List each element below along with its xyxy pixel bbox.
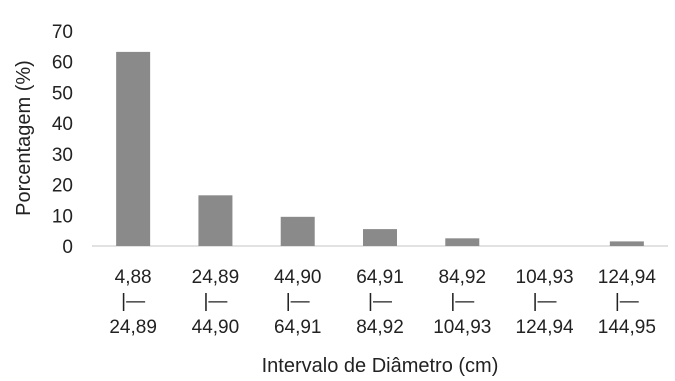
x-tick-label-line: |— <box>450 291 474 312</box>
x-tick-label: 4,88 |— 24,89 <box>109 267 157 338</box>
x-tick-label-line: 44,90 <box>274 267 322 288</box>
y-axis-ticks: 0 10 20 30 40 50 60 70 <box>52 22 73 258</box>
x-tick-label-line: 104,93 <box>516 267 574 288</box>
bar <box>363 229 397 246</box>
x-tick-label-line: |— <box>533 291 557 312</box>
x-tick-label-line: 24,89 <box>109 317 157 338</box>
x-axis-title: Intervalo de Diâmetro (cm) <box>262 355 499 377</box>
x-tick-label-line: 4,88 <box>115 267 152 288</box>
y-tick-label: 0 <box>62 237 73 258</box>
x-tick-label-line: |— <box>203 291 227 312</box>
x-tick-label: 64,91 |— 84,92 <box>356 267 404 338</box>
y-axis-title: Porcentagem (%) <box>13 60 35 216</box>
bar <box>116 51 151 247</box>
x-tick-label-line: 104,93 <box>433 317 491 338</box>
x-axis-ticks: 4,88|—24,8924,89|—44,9044,90|—64,9164,91… <box>109 267 656 338</box>
y-tick-label: 20 <box>52 176 73 197</box>
y-tick-label: 60 <box>52 53 73 74</box>
x-tick-label: 84,92 |— 104,93 <box>433 267 491 338</box>
x-tick-label-line: 124,94 <box>598 267 657 288</box>
y-tick-label: 30 <box>52 145 73 166</box>
x-tick-label-line: 84,92 <box>356 317 404 338</box>
x-tick-label-line: |— <box>121 291 145 312</box>
x-tick-label-line: 144,95 <box>598 317 656 338</box>
x-tick-label: 124,94 |— 144,95 <box>598 267 657 338</box>
y-tick-label: 40 <box>52 114 73 135</box>
x-tick-label-line: 84,92 <box>439 267 487 288</box>
x-tick-label-line: 64,91 <box>356 267 404 288</box>
y-tick-label: 70 <box>52 22 73 43</box>
x-tick-label: 44,90 |— 64,91 <box>274 267 322 338</box>
bar <box>609 241 644 246</box>
x-tick-label-line: 44,90 <box>192 317 240 338</box>
x-tick-label: 104,93 |— 124,94 <box>516 267 575 338</box>
bar <box>198 195 233 246</box>
x-tick-label-line: 24,89 <box>192 267 240 288</box>
x-tick-label-line: |— <box>286 291 310 312</box>
x-tick-label-line: 124,94 <box>516 317 575 338</box>
x-tick-label-line: |— <box>615 291 639 312</box>
y-tick-label: 10 <box>52 206 73 227</box>
bar <box>280 216 315 246</box>
x-tick-label: 24,89 |— 44,90 <box>192 267 240 338</box>
x-tick-label-line: |— <box>368 291 392 312</box>
x-tick-label-line: 64,91 <box>274 317 322 338</box>
bars <box>116 51 644 247</box>
y-tick-label: 50 <box>52 83 73 104</box>
bar <box>445 238 480 246</box>
